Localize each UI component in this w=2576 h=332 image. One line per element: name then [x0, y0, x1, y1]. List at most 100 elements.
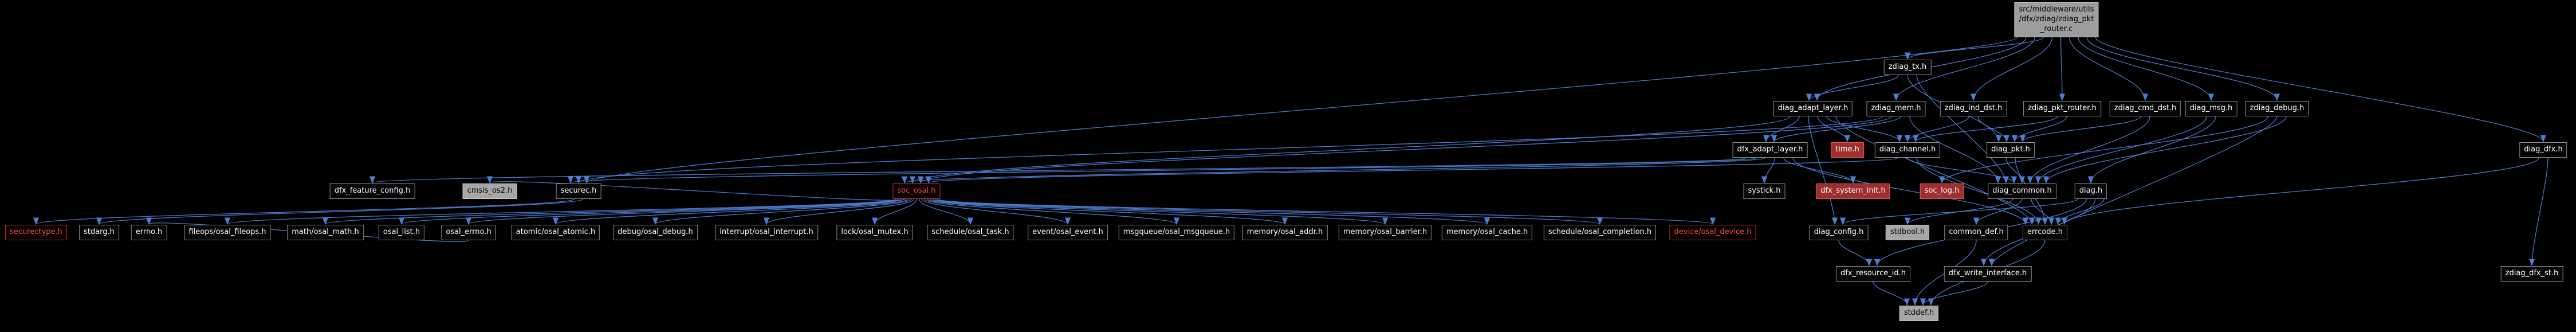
- node-soc_osal_h[interactable]: soc_osal.h: [892, 183, 941, 199]
- edge-soc_osal_h-to-osal_addr_h: [926, 198, 1288, 225]
- node-cmsis_os2_h[interactable]: cmsis_os2.h: [462, 183, 517, 199]
- node-diag_h[interactable]: diag.h: [2074, 183, 2107, 199]
- edge-soc_osal_h-to-osal_completion_h: [934, 198, 1603, 225]
- node-osal_debug_h[interactable]: debug/osal_debug.h: [613, 225, 698, 240]
- node-osal_event_h[interactable]: event/osal_event.h: [1028, 225, 1108, 240]
- edge-zdiag_ind_dst_h-to-diag_pkt_h: [1977, 116, 2010, 143]
- node-diag_common_h[interactable]: diag_common.h: [1988, 183, 2056, 199]
- edge-diag_dfx_h-to-zdiag_dfx_st_h: [2528, 157, 2549, 267]
- edge-securec_h-to-stdarg_h: [96, 198, 584, 225]
- node-time_h[interactable]: time.h: [1831, 142, 1864, 158]
- node-osal_fileops_h[interactable]: fileops/osal_fileops.h: [184, 225, 271, 240]
- edge-lines: [33, 37, 2549, 306]
- edge-zdiag_mem_h-to-diag_common_h: [1909, 116, 2001, 184]
- node-soc_log_h[interactable]: soc_log.h: [1920, 183, 1964, 199]
- node-errcode_h[interactable]: errcode.h: [2023, 225, 2067, 240]
- node-zdiag_dfx_st_h[interactable]: zdiag_dfx_st.h: [2500, 266, 2563, 282]
- node-osal_device_h[interactable]: device/osal_device.h: [1669, 225, 1756, 240]
- edge-soc_osal_h-to-osal_event_h: [921, 198, 1071, 225]
- node-osal_interrupt_h[interactable]: interrupt/osal_interrupt.h: [715, 225, 818, 240]
- edge-diag_channel_h-to-diag_common_h: [1907, 157, 2017, 184]
- edge-soc_osal_h-to-cmsis_os2_h: [487, 176, 907, 201]
- edge-diag_channel_h-to-errcode_h: [1916, 157, 2042, 225]
- node-osal_task_h[interactable]: schedule/osal_task.h: [927, 225, 1014, 240]
- node-zdiag_cmd_dst_h[interactable]: zdiag_cmd_dst.h: [2109, 101, 2181, 116]
- node-diag_config_h[interactable]: diag_config.h: [1809, 225, 1869, 240]
- edge-diag_msg_h-to-diag_common_h: [2035, 116, 2207, 184]
- edge-soc_osal_h-to-osal_mutex_h: [871, 198, 917, 225]
- node-zdiag_pkt_router_h[interactable]: zdiag_pkt_router.h: [2023, 101, 2101, 116]
- edge-root-to-zdiag_tx_h: [1904, 37, 2044, 60]
- node-zdiag_mem_h[interactable]: zdiag_mem.h: [1866, 101, 1926, 116]
- node-diag_msg_h[interactable]: diag_msg.h: [2185, 101, 2237, 116]
- node-osal_errno_h[interactable]: osal_errno.h: [441, 225, 496, 240]
- edge-diag_common_h-to-errcode_h: [2031, 198, 2055, 225]
- edge-diag_pkt_h-to-diag_common_h: [2005, 157, 2026, 184]
- node-stdarg_h[interactable]: stdarg.h: [79, 225, 119, 240]
- node-osal_list_h[interactable]: osal_list.h: [378, 225, 425, 240]
- edge-dfx_adapt_layer_h-to-errcode_h: [1792, 157, 2029, 225]
- node-stdbool_h[interactable]: stdbool.h: [1885, 225, 1930, 240]
- edge-zdiag_debug_h-to-soc_log_h: [1938, 116, 2268, 184]
- edge-soc_osal_h-to-osal_msgqueue_h: [924, 198, 1179, 225]
- edge-soc_osal_h-to-osal_fileops_h: [225, 198, 896, 225]
- edge-diag_msg_h-to-diag_h: [2087, 116, 2216, 184]
- edge-zdiag_tx_h-to-diag_adapt_layer_h: [1806, 75, 1899, 101]
- node-stddef_h[interactable]: stddef.h: [1899, 306, 1939, 321]
- edge-zdiag_pkt_router_h-to-diag_channel_h: [1912, 116, 2058, 143]
- node-securec_h[interactable]: securec.h: [556, 183, 601, 199]
- node-osal_barrier_h[interactable]: memory/osal_barrier.h: [1338, 225, 1432, 240]
- edge-securec_h-to-securectype_h: [33, 198, 575, 225]
- edge-zdiag_ind_dst_h-to-diag_channel_h: [1904, 116, 1969, 143]
- edge-dfx_resource_id_h-to-stddef_h: [1873, 281, 1910, 306]
- node-diag_dfx_h[interactable]: diag_dfx.h: [2519, 142, 2567, 158]
- edge-root-to-zdiag_cmd_dst_h: [2069, 37, 2149, 101]
- node-securectype_h[interactable]: securectype.h: [5, 225, 67, 240]
- node-zdiag_tx_h[interactable]: zdiag_tx.h: [1883, 60, 1932, 75]
- edge-diag_adapt_layer_h-to-soc_osal_h: [910, 116, 1791, 184]
- edge-dfx_adapt_layer_h-to-dfx_feature_config_h: [370, 157, 1748, 184]
- edge-root-to-diag_dfx_h: [2095, 37, 2546, 143]
- edge-root-to-diag_msg_h: [2078, 37, 2215, 101]
- edge-zdiag_mem_h-to-dfx_adapt_layer_h: [1771, 116, 1901, 143]
- edge-zdiag_tx_h-to-diag_common_h: [1916, 75, 2009, 184]
- node-osal_math_h[interactable]: math/osal_math.h: [287, 225, 364, 240]
- node-osal_msgqueue_h[interactable]: msgqueue/osal_msgqueue.h: [1118, 225, 1235, 240]
- edge-soc_osal_h-to-osal_math_h: [323, 198, 899, 225]
- node-osal_cache_h[interactable]: memory/osal_cache.h: [1441, 225, 1533, 240]
- node-diag_adapt_layer_h[interactable]: diag_adapt_layer.h: [1773, 101, 1853, 116]
- node-dfx_feature_config_h[interactable]: dfx_feature_config.h: [329, 183, 415, 199]
- node-dfx_system_init_h[interactable]: dfx_system_init.h: [1816, 183, 1890, 199]
- edge-diag_config_h-to-dfx_resource_id_h: [1838, 240, 1873, 267]
- node-osal_atomic_h[interactable]: atomic/osal_atomic.h: [511, 225, 600, 240]
- node-root: src/middleware/utils /dfx/zdiag/zdiag_pk…: [2014, 2, 2099, 37]
- node-osal_completion_h[interactable]: schedule/osal_completion.h: [1543, 225, 1657, 240]
- node-diag_pkt_h[interactable]: diag_pkt.h: [1987, 142, 2035, 158]
- node-osal_addr_h[interactable]: memory/osal_addr.h: [1242, 225, 1328, 240]
- node-dfx_resource_id_h[interactable]: dfx_resource_id.h: [1836, 266, 1910, 282]
- node-common_def_h[interactable]: common_def.h: [1944, 225, 2008, 240]
- edge-dfx_adapt_layer_h-to-soc_osal_h: [902, 157, 1766, 184]
- edge-diag_dfx_h-to-errcode_h: [2062, 157, 2539, 225]
- node-dfx_adapt_layer_h[interactable]: dfx_adapt_layer.h: [1732, 142, 1808, 158]
- node-zdiag_debug_h[interactable]: zdiag_debug.h: [2245, 101, 2309, 116]
- edge-root-to-zdiag_ind_dst_h: [1970, 37, 2053, 101]
- edge-dfx_adapt_layer_h-to-securec_h: [568, 157, 1757, 184]
- edge-root-to-zdiag_pkt_router_h: [2059, 37, 2066, 101]
- node-dfx_write_interface_h[interactable]: dfx_write_interface.h: [1944, 266, 2032, 282]
- node-osal_mutex_h[interactable]: lock/osal_mutex.h: [836, 225, 913, 240]
- edge-diag_h-to-diag_config_h: [1840, 198, 2078, 225]
- edge-zdiag_mem_h-to-securec_h: [576, 116, 1883, 184]
- edge-soc_osal_h-to-osal_atomic_h: [553, 198, 909, 225]
- node-errno_h[interactable]: errno.h: [131, 225, 167, 240]
- node-zdiag_ind_dst_h[interactable]: zdiag_ind_dst.h: [1940, 101, 2007, 116]
- edge-diag_h-to-errcode_h: [2055, 198, 2105, 225]
- node-systick_h[interactable]: systick.h: [1743, 183, 1785, 199]
- edge-soc_osal_h-to-osal_device_h: [937, 198, 1716, 225]
- edge-zdiag_pkt_router_h-to-diag_pkt_h: [2011, 116, 2067, 143]
- edge-dfx_write_interface_h-to-stddef_h: [1920, 281, 1988, 306]
- edge-diag_adapt_layer_h-to-diag_config_h: [1808, 116, 1838, 225]
- node-diag_channel_h[interactable]: diag_channel.h: [1874, 142, 1941, 158]
